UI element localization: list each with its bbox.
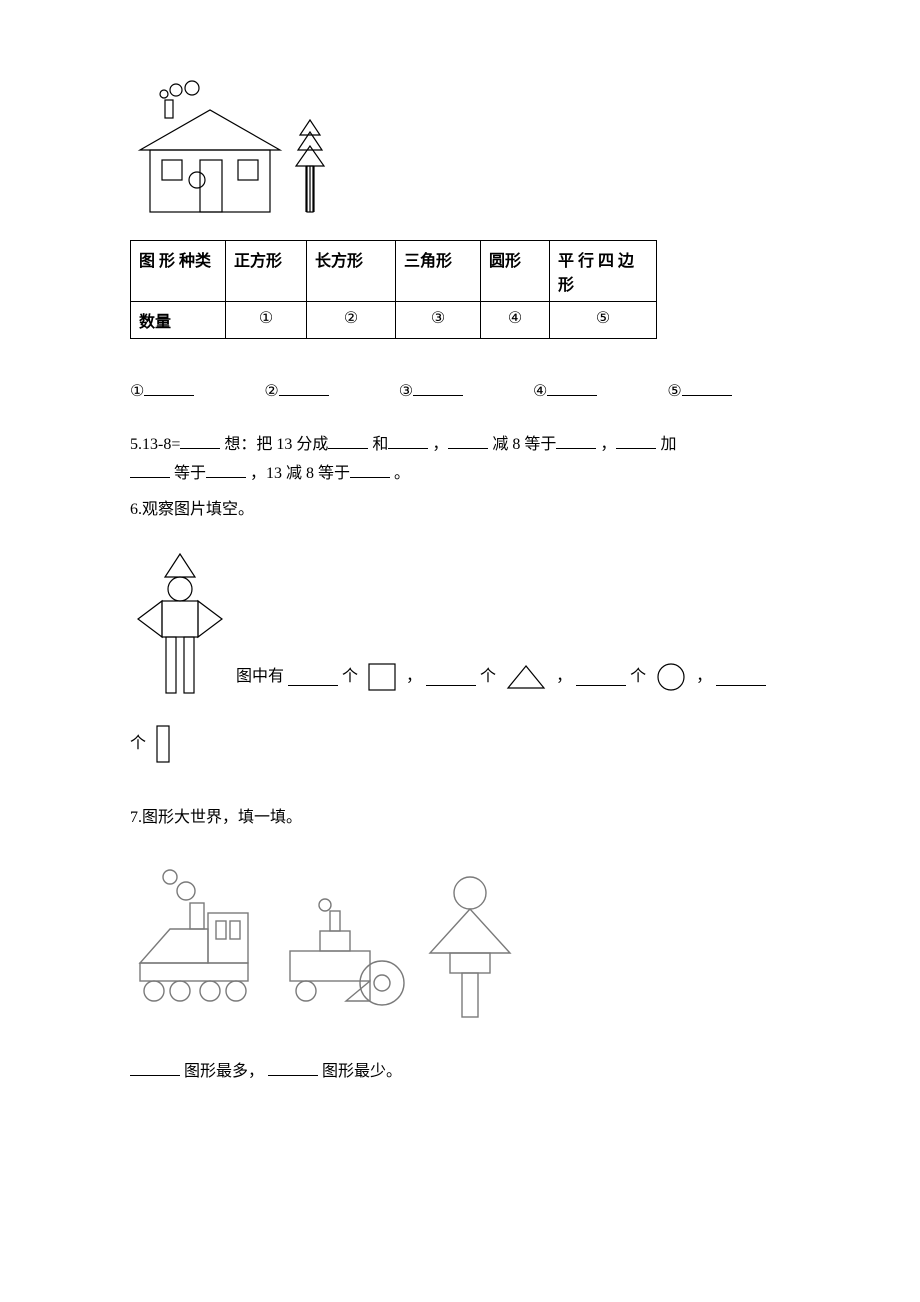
q5-t6: 加 <box>660 436 676 453</box>
q5-prefix: 5.13-8= <box>130 436 180 453</box>
row-label: 数量 <box>131 302 226 339</box>
q5-t8: ，13 减 8 等于 <box>250 465 350 482</box>
blank[interactable] <box>328 432 368 449</box>
cell-3: ③ <box>396 302 481 339</box>
rectangle-icon <box>156 725 170 763</box>
blank[interactable] <box>388 432 428 449</box>
th-rect: 长方形 <box>307 241 396 302</box>
comma: ， <box>406 659 422 694</box>
ans-1-label: ① <box>130 383 144 400</box>
blank[interactable] <box>279 379 329 396</box>
q5-t2: 和 <box>372 436 388 453</box>
cell-2: ② <box>307 302 396 339</box>
q6-text-wrap: 图中有 个 ， 个 ， 个 ， <box>230 659 790 708</box>
blank[interactable] <box>547 379 597 396</box>
blank[interactable] <box>206 461 246 478</box>
ans-5-label: ⑤ <box>667 383 681 400</box>
blank[interactable] <box>448 432 488 449</box>
blank[interactable] <box>576 669 626 686</box>
blank[interactable] <box>682 379 732 396</box>
question-6-figure-row: 图中有 个 ， 个 ， 个 ， <box>130 549 790 709</box>
ans-1: ① <box>130 379 194 401</box>
ans-2-label: ② <box>264 383 278 400</box>
th-square: 正方形 <box>226 241 307 302</box>
th-kind: 图 形 种类 <box>131 241 226 302</box>
blank[interactable] <box>144 379 194 396</box>
blank[interactable] <box>350 461 390 478</box>
blank[interactable] <box>413 379 463 396</box>
blank[interactable] <box>130 1059 180 1076</box>
q5-t3: ， <box>432 436 448 453</box>
q6-unit2: 个 <box>480 659 496 694</box>
vehicles-svg <box>130 857 560 1027</box>
th-circle: 圆形 <box>481 241 550 302</box>
ans-4-label: ④ <box>533 383 547 400</box>
th-para: 平 行 四 边形 <box>550 241 657 302</box>
house-figure <box>130 80 790 230</box>
house-svg <box>130 80 340 230</box>
blank[interactable] <box>268 1059 318 1076</box>
blank[interactable] <box>426 669 476 686</box>
ans-3: ③ <box>399 379 463 401</box>
question-5: 5.13-8= 想：把 13 分成 和 ， 减 8 等于 ， 加 等于 ，13 … <box>130 431 790 489</box>
q5-t7: 等于 <box>174 465 206 482</box>
ans-5: ⑤ <box>667 379 731 401</box>
square-icon <box>368 663 396 691</box>
q5-t1: 想：把 13 分成 <box>224 436 328 453</box>
question-7-figure <box>130 857 790 1027</box>
question-7-answer: 图形最多， 图形最少。 <box>130 1057 790 1081</box>
q6-line-1: 图中有 个 ， 个 ， 个 ， <box>236 659 790 694</box>
ans-4: ④ <box>533 379 597 401</box>
cell-4: ④ <box>481 302 550 339</box>
shape-count-table: 图 形 种类 正方形 长方形 三角形 圆形 平 行 四 边形 数量 ① ② ③ … <box>130 240 657 339</box>
question-6-title: 6.观察图片填空。 <box>130 495 790 519</box>
person-svg <box>130 549 230 709</box>
q5-t5: ， <box>600 436 616 453</box>
comma3: ， <box>696 659 712 694</box>
blank[interactable] <box>556 432 596 449</box>
ans-3-label: ③ <box>399 383 413 400</box>
q6-unit: 个 <box>342 659 358 694</box>
blank[interactable] <box>288 669 338 686</box>
blank[interactable] <box>716 669 766 686</box>
q7-ans2: 图形最少。 <box>322 1063 402 1080</box>
question-7-title: 7.图形大世界，填一填。 <box>130 803 790 827</box>
answer-blanks-row: ① ② ③ ④ ⑤ <box>130 379 790 401</box>
worksheet-page: 图 形 种类 正方形 长方形 三角形 圆形 平 行 四 边形 数量 ① ② ③ … <box>0 0 920 1141</box>
q6-unit3: 个 <box>630 659 646 694</box>
circle-icon <box>656 662 686 692</box>
blank[interactable] <box>180 432 220 449</box>
th-tri: 三角形 <box>396 241 481 302</box>
cell-1: ① <box>226 302 307 339</box>
q6-line-2: 个 <box>130 725 790 763</box>
blank[interactable] <box>130 461 170 478</box>
q6-a: 图中有 <box>236 659 284 694</box>
q7-ans1: 图形最多， <box>184 1063 264 1080</box>
cell-5: ⑤ <box>550 302 657 339</box>
q5-t4: 减 8 等于 <box>492 436 556 453</box>
triangle-icon <box>506 664 546 690</box>
q6-unit4: 个 <box>130 726 146 761</box>
blank[interactable] <box>616 432 656 449</box>
ans-2: ② <box>264 379 328 401</box>
q5-t9: 。 <box>394 465 410 482</box>
table-count-row: 数量 ① ② ③ ④ ⑤ <box>131 302 657 339</box>
comma2: ， <box>556 659 572 694</box>
table-header-row: 图 形 种类 正方形 长方形 三角形 圆形 平 行 四 边形 <box>131 241 657 302</box>
